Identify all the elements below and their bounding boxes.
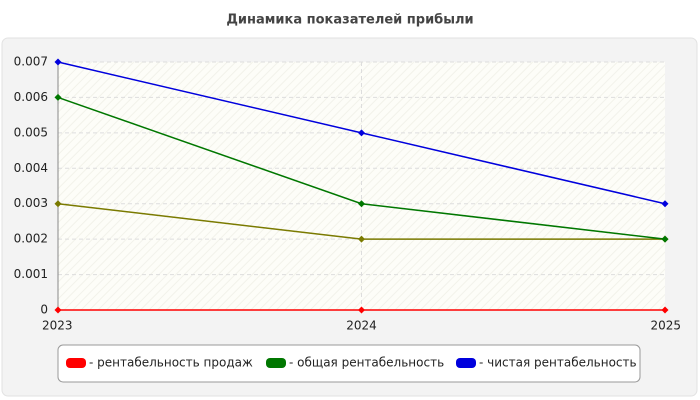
y-tick-label: 0.006 [14,90,48,104]
x-tick-label: 2024 [346,319,377,333]
legend [57,344,641,383]
data-point [358,129,365,137]
data-point [54,306,62,314]
legend-swatch [456,358,476,368]
data-point [661,235,669,243]
y-tick-label: 0.002 [14,232,48,246]
legend-swatch [266,358,286,368]
data-point [54,93,62,101]
y-tick-label: 0.003 [14,196,48,210]
y-tick-label: 0.001 [14,267,48,281]
data-point [661,200,669,208]
data-point [54,200,62,208]
data-point [358,235,365,243]
chart-title: Динамика показателей прибыли [226,13,473,28]
x-tick-label: 2023 [42,319,73,333]
y-tick-label: 0.004 [14,161,48,175]
x-tick-label: 2025 [650,319,681,333]
legend-label: - чистая рентабельность [479,356,637,370]
y-tick-label: 0 [40,303,48,317]
legend-label: - рентабельность продаж [89,356,253,370]
data-point [358,200,365,208]
legend-label: - общая рентабельность [289,356,444,370]
data-point [54,58,62,66]
y-tick-label: 0.007 [14,55,48,69]
data-point [358,306,365,314]
legend-swatch [66,358,86,368]
data-point [661,306,669,314]
y-tick-label: 0.005 [14,125,48,139]
